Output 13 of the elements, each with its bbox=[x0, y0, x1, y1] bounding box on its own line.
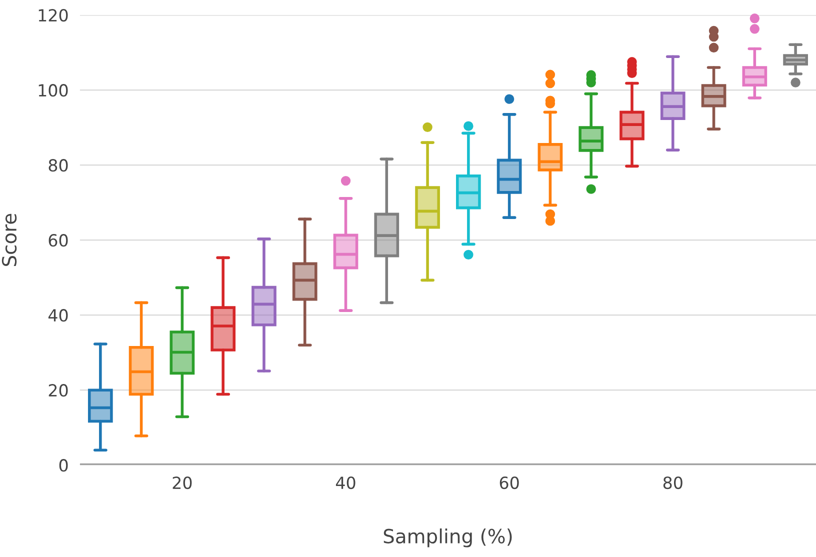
x-tick-label: 40 bbox=[336, 476, 356, 490]
x-tick-label: 60 bbox=[500, 476, 519, 490]
y-tick-label: 0 bbox=[59, 459, 68, 472]
x-tick-label: 20 bbox=[172, 476, 192, 490]
y-tick-label: 80 bbox=[48, 159, 68, 172]
y-tick-label: 120 bbox=[38, 9, 68, 22]
y-tick-label: 60 bbox=[48, 234, 68, 247]
y-tick-label: 100 bbox=[38, 84, 68, 97]
x-axis-title: Sampling (%) bbox=[384, 528, 512, 548]
x-tick-label: 80 bbox=[663, 476, 682, 490]
y-axis-title: Score bbox=[2, 214, 17, 266]
y-tick-label: 20 bbox=[48, 384, 68, 397]
y-tick-label: 40 bbox=[48, 309, 68, 322]
